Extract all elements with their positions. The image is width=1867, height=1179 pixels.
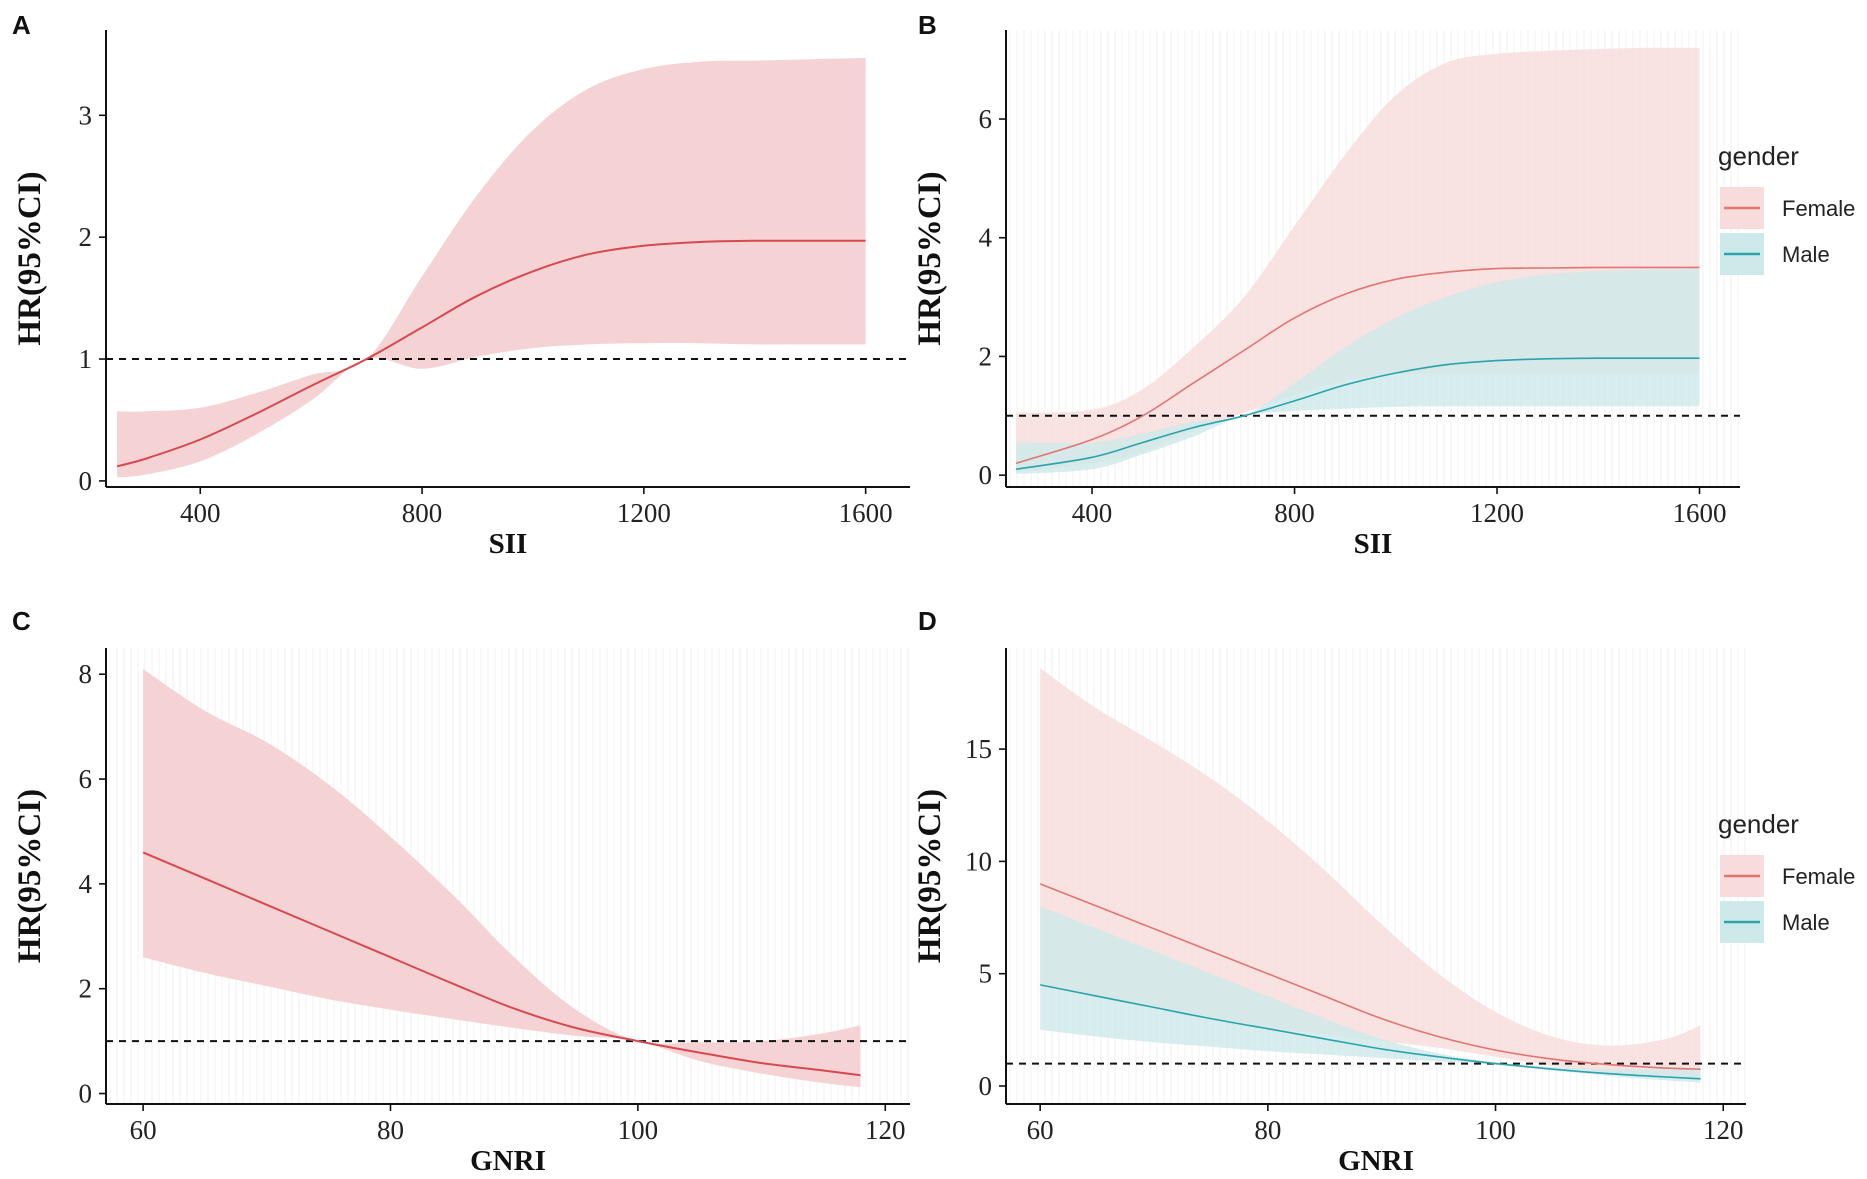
y-tick-label: 4 <box>979 223 993 253</box>
legend-label-male: Male <box>1782 242 1830 267</box>
ci-band-overall <box>117 58 866 478</box>
ci-band-male <box>1040 906 1701 1083</box>
x-axis-title: SII <box>1354 528 1393 560</box>
x-tick-label: 1600 <box>839 498 893 528</box>
panel-c: 60 80 100 120 0 2 4 6 8 GNRI HR(95%CI) C <box>12 606 910 1177</box>
y-tick-label: 4 <box>79 869 93 899</box>
y-axis-title: HR(95%CI) <box>912 789 948 963</box>
hr-curve-overall <box>116 239 866 468</box>
legend-label-female: Female <box>1782 864 1855 889</box>
x-tick-label: 800 <box>402 498 443 528</box>
legend-label-female: Female <box>1782 196 1855 221</box>
legend-title: gender <box>1718 141 1799 171</box>
x-axis-title: GNRI <box>470 1145 546 1177</box>
hr-curve-female <box>1039 883 1701 1070</box>
x-axis-title: SII <box>489 528 528 560</box>
x-tick-label: 400 <box>1072 498 1113 528</box>
x-tick-label: 800 <box>1274 498 1315 528</box>
x-tick-label: 60 <box>1027 1115 1054 1145</box>
x-tick-label: 1200 <box>617 498 671 528</box>
x-axis-title: GNRI <box>1338 1145 1414 1177</box>
y-axis-title: HR(95%CI) <box>12 789 48 963</box>
y-axis-title: HR(95%CI) <box>12 171 48 345</box>
hr-curve-female <box>1015 266 1700 465</box>
y-tick-label: 3 <box>79 100 93 130</box>
x-tick-label: 400 <box>180 498 221 528</box>
hr-curve-overall <box>142 851 861 1077</box>
x-tick-label: 100 <box>1475 1115 1516 1145</box>
x-tick-label: 80 <box>1254 1115 1281 1145</box>
x-tick-label: 80 <box>377 1115 404 1145</box>
ci-band-overall <box>143 669 861 1088</box>
x-tick-label: 100 <box>618 1115 659 1145</box>
panel-a: 400 800 1200 1600 0 1 2 3 SII HR(95%CI) A <box>12 10 910 560</box>
legend-title: gender <box>1718 809 1799 839</box>
panel-letter: B <box>918 10 937 40</box>
ci-band-male <box>1016 268 1700 474</box>
y-tick-label: 0 <box>79 1079 93 1109</box>
y-tick-label: 2 <box>979 341 993 371</box>
y-tick-label: 15 <box>965 734 992 764</box>
y-axis-title: HR(95%CI) <box>912 171 948 345</box>
y-tick-label: 0 <box>979 1071 993 1101</box>
x-tick-label: 60 <box>130 1115 157 1145</box>
y-tick-label: 5 <box>979 959 993 989</box>
x-tick-label: 1600 <box>1673 498 1727 528</box>
panel-letter: A <box>12 10 31 40</box>
x-tick-label: 120 <box>865 1115 906 1145</box>
y-tick-label: 0 <box>79 466 93 496</box>
panel-letter: C <box>12 606 31 636</box>
y-tick-label: 2 <box>79 974 93 1004</box>
legend-label-male: Male <box>1782 910 1830 935</box>
ci-band-female <box>1016 47 1700 473</box>
hr-curve-male <box>1040 984 1701 1080</box>
y-tick-label: 8 <box>79 659 93 689</box>
y-tick-label: 1 <box>79 344 93 374</box>
y-tick-label: 6 <box>979 104 993 134</box>
x-tick-label: 1200 <box>1470 498 1524 528</box>
y-tick-label: 10 <box>965 846 992 876</box>
y-tick-label: 0 <box>979 460 993 490</box>
panel-letter: D <box>918 606 937 636</box>
y-tick-label: 6 <box>79 764 93 794</box>
y-tick-label: 2 <box>79 222 93 252</box>
hr-curve-male <box>1015 357 1700 470</box>
x-tick-label: 120 <box>1703 1115 1744 1145</box>
